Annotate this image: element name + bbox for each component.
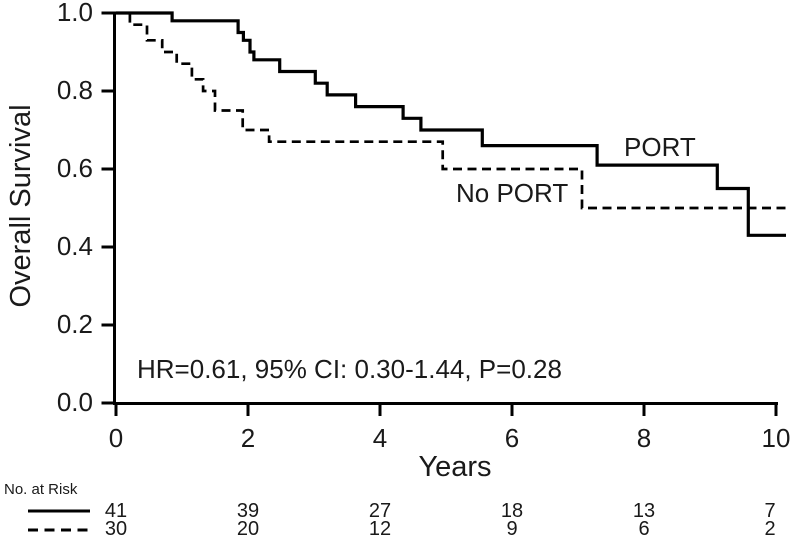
- risk-count-port: 27: [368, 500, 392, 522]
- risk-table-title: No. at Risk: [4, 481, 78, 498]
- risk-count-no-port: 20: [236, 518, 260, 540]
- y-axis-title: Overall Survival: [5, 104, 37, 308]
- y-tick-label: 0.8: [56, 75, 93, 105]
- y-tick-label: 0.0: [56, 387, 93, 417]
- curve-label-port: PORT: [624, 132, 696, 162]
- risk-count-port: 7: [764, 500, 776, 522]
- risk-count-no-port: 9: [506, 518, 518, 540]
- x-axis-title: Years: [418, 451, 492, 483]
- risk-count-no-port: 2: [764, 518, 776, 540]
- risk-count-port: 13: [632, 500, 656, 522]
- x-tick-label: 8: [636, 423, 652, 453]
- y-tick-label: 1.0: [56, 0, 93, 27]
- curve-label-no-port: No PORT: [456, 178, 569, 208]
- risk-count-no-port: 30: [104, 518, 128, 540]
- km-curve-no-port: [116, 11, 790, 210]
- x-tick-label: 6: [504, 423, 520, 453]
- y-tick-label: 0.2: [56, 309, 93, 339]
- x-tick-label: 2: [240, 423, 256, 453]
- risk-count-port: 39: [236, 500, 260, 522]
- x-tick-label: 4: [372, 423, 388, 453]
- risk-count-port: 18: [500, 500, 524, 522]
- risk-count-port: 41: [104, 500, 128, 522]
- y-tick-label: 0.4: [56, 231, 93, 261]
- km-curve-port: [116, 11, 786, 237]
- stats-annotation: HR=0.61, 95% CI: 0.30-1.44, P=0.28: [137, 354, 562, 384]
- x-tick-label: 0: [108, 423, 124, 453]
- y-tick-label: 0.6: [56, 153, 93, 183]
- risk-count-no-port: 12: [368, 518, 392, 540]
- x-tick-label: 10: [761, 423, 791, 453]
- risk-count-no-port: 6: [638, 518, 650, 540]
